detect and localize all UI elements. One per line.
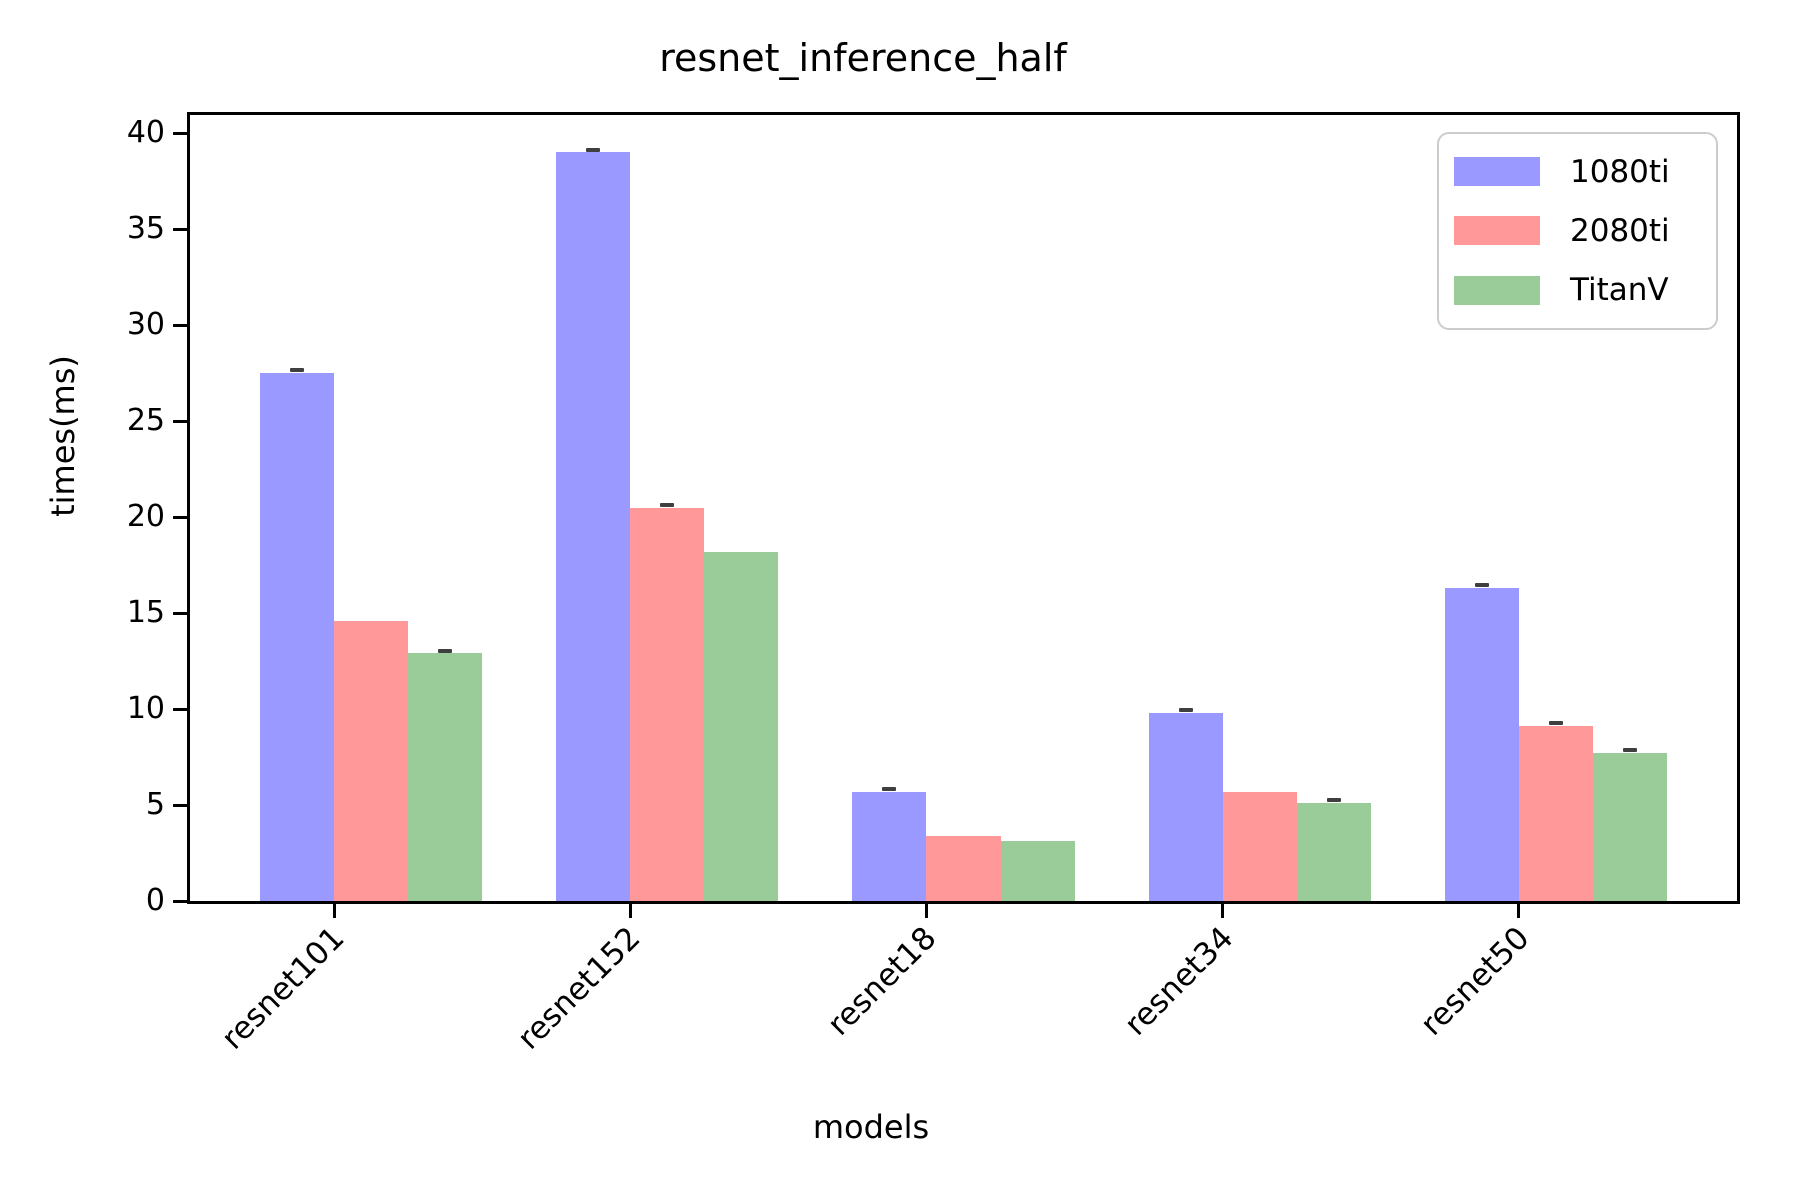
y-tick-label: 10 [126, 691, 165, 727]
y-tick-label: 30 [126, 307, 165, 343]
y-tick-label: 15 [126, 595, 165, 631]
x-axis-label: models [812, 1108, 930, 1146]
x-tick-label-resnet34: resnet34 [1117, 920, 1241, 1043]
bar-TitanV-resnet152 [704, 551, 779, 901]
y-tick [173, 611, 187, 615]
legend-item-1080ti: 1080ti [1454, 155, 1716, 189]
x-tick [332, 904, 336, 918]
bar-1080ti-resnet50 [1444, 588, 1519, 901]
y-tick [173, 515, 187, 519]
bar-TitanV-resnet50 [1592, 753, 1667, 901]
bar-TitanV-resnet34 [1296, 803, 1371, 901]
legend-item-2080ti: 2080ti [1454, 214, 1716, 248]
error-cap [882, 786, 897, 791]
y-tick-label: 0 [145, 883, 165, 918]
legend-item-TitanV: TitanV [1454, 273, 1716, 307]
bar-1080ti-resnet101 [260, 373, 335, 901]
legend-swatch-2080ti [1454, 216, 1540, 246]
y-tick [173, 803, 187, 807]
legend-label: TitanV [1570, 272, 1669, 309]
chart-title: resnet_inference_half [659, 36, 1067, 80]
legend-swatch-TitanV [1454, 275, 1540, 305]
y-tick-label: 35 [126, 211, 165, 247]
x-tick-label-resnet101: resnet101 [215, 920, 352, 1057]
bar-1080ti-resnet34 [1148, 712, 1223, 901]
y-tick [173, 707, 187, 711]
x-tick-label-resnet152: resnet152 [511, 920, 648, 1057]
y-tick [173, 131, 187, 135]
legend-swatch-1080ti [1454, 157, 1540, 187]
legend-label: 1080ti [1570, 153, 1670, 190]
bar-1080ti-resnet18 [852, 791, 927, 901]
x-tick [1221, 904, 1225, 918]
y-tick-label: 40 [126, 115, 165, 151]
error-cap [290, 368, 305, 373]
x-tick-label-resnet18: resnet18 [821, 920, 944, 1043]
y-tick [173, 419, 187, 423]
bar-2080ti-resnet50 [1518, 726, 1593, 901]
error-cap [660, 502, 675, 507]
y-tick-label: 20 [126, 499, 165, 535]
error-cap [1622, 748, 1637, 753]
y-tick [173, 323, 187, 327]
error-cap [586, 147, 601, 152]
y-tick [173, 899, 187, 903]
error-cap [1548, 721, 1563, 726]
x-tick-label-resnet50: resnet50 [1413, 920, 1537, 1043]
bar-2080ti-resnet18 [926, 835, 1001, 901]
legend: 1080ti 2080ti TitanV [1437, 132, 1718, 330]
y-tick-label: 5 [145, 787, 165, 823]
bar-2080ti-resnet34 [1222, 791, 1297, 901]
bar-TitanV-resnet18 [1000, 841, 1075, 901]
error-cap [1474, 583, 1489, 588]
x-tick [1517, 904, 1521, 918]
y-tick-label: 25 [126, 403, 165, 439]
y-tick [173, 227, 187, 231]
error-cap [438, 648, 453, 653]
bar-TitanV-resnet101 [408, 653, 483, 901]
x-tick [628, 904, 632, 918]
x-tick [924, 904, 928, 918]
bar-2080ti-resnet101 [334, 620, 409, 901]
legend-label: 2080ti [1570, 212, 1670, 249]
bar-2080ti-resnet152 [630, 507, 705, 901]
error-cap [1178, 708, 1193, 713]
error-cap [1326, 798, 1341, 803]
bar-1080ti-resnet152 [556, 152, 631, 901]
